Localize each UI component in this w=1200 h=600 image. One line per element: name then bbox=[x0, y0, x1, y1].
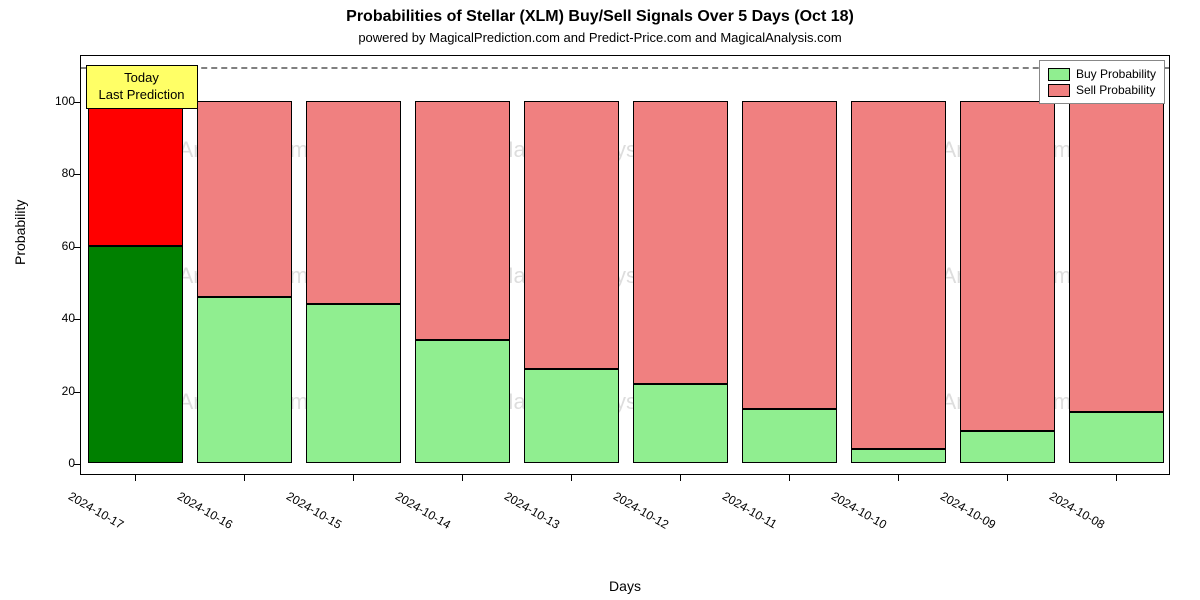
bar-buy bbox=[1069, 412, 1165, 463]
bar-group bbox=[88, 101, 184, 463]
x-tick-mark bbox=[135, 475, 136, 481]
bar-buy bbox=[524, 369, 620, 463]
bar-sell bbox=[960, 101, 1056, 430]
bar-group bbox=[1069, 101, 1165, 463]
x-tick-label: 2024-10-17 bbox=[66, 489, 126, 532]
x-tick-label: 2024-10-10 bbox=[829, 489, 889, 532]
bar-group bbox=[633, 101, 729, 463]
legend-label-sell: Sell Probability bbox=[1076, 83, 1155, 97]
bar-sell bbox=[633, 101, 729, 383]
x-tick-mark bbox=[571, 475, 572, 481]
chart-container: Probabilities of Stellar (XLM) Buy/Sell … bbox=[0, 0, 1200, 600]
x-tick-mark bbox=[1116, 475, 1117, 481]
bar-buy bbox=[197, 297, 293, 464]
chart-subtitle: powered by MagicalPrediction.com and Pre… bbox=[0, 30, 1200, 45]
x-tick-mark bbox=[353, 475, 354, 481]
bar-buy bbox=[851, 449, 947, 463]
bar-group bbox=[960, 101, 1056, 463]
bar-sell bbox=[197, 101, 293, 297]
bar-buy bbox=[415, 340, 511, 463]
bar-buy bbox=[742, 409, 838, 463]
x-tick-label: 2024-10-14 bbox=[393, 489, 453, 532]
y-tick-label: 20 bbox=[40, 384, 75, 398]
y-tick-label: 100 bbox=[40, 94, 75, 108]
x-tick-mark bbox=[1007, 475, 1008, 481]
x-tick-label: 2024-10-09 bbox=[938, 489, 998, 532]
bar-sell bbox=[524, 101, 620, 369]
x-tick-mark bbox=[244, 475, 245, 481]
y-tick-label: 40 bbox=[40, 311, 75, 325]
bar-group bbox=[197, 101, 293, 463]
today-line2: Last Prediction bbox=[99, 87, 185, 104]
legend: Buy Probability Sell Probability bbox=[1039, 60, 1165, 104]
bar-sell bbox=[88, 101, 184, 246]
y-tick-label: 0 bbox=[40, 456, 75, 470]
legend-item-buy: Buy Probability bbox=[1048, 67, 1156, 81]
x-tick-label: 2024-10-13 bbox=[502, 489, 562, 532]
bar-group bbox=[306, 101, 402, 463]
bar-sell bbox=[742, 101, 838, 409]
chart-title: Probabilities of Stellar (XLM) Buy/Sell … bbox=[0, 8, 1200, 26]
bar-buy bbox=[633, 384, 729, 464]
reference-hline bbox=[81, 67, 1169, 69]
x-tick-mark bbox=[462, 475, 463, 481]
legend-swatch-sell bbox=[1048, 84, 1070, 97]
plot-area: Today Last Prediction Buy Probability Se… bbox=[80, 55, 1170, 475]
legend-label-buy: Buy Probability bbox=[1076, 67, 1156, 81]
bar-sell bbox=[306, 101, 402, 304]
bar-group bbox=[524, 101, 620, 463]
bar-buy bbox=[960, 431, 1056, 464]
today-line1: Today bbox=[99, 70, 185, 87]
bar-group bbox=[851, 101, 947, 463]
legend-item-sell: Sell Probability bbox=[1048, 83, 1156, 97]
today-annotation: Today Last Prediction bbox=[86, 65, 198, 109]
bar-buy bbox=[306, 304, 402, 463]
x-tick-label: 2024-10-15 bbox=[284, 489, 344, 532]
bar-group bbox=[742, 101, 838, 463]
bar-buy bbox=[88, 246, 184, 463]
x-tick-label: 2024-10-11 bbox=[720, 489, 779, 531]
x-tick-mark bbox=[789, 475, 790, 481]
bar-sell bbox=[851, 101, 947, 449]
bar-group bbox=[415, 101, 511, 463]
y-tick-label: 60 bbox=[40, 239, 75, 253]
x-tick-label: 2024-10-12 bbox=[611, 489, 671, 532]
x-axis-label: Days bbox=[80, 578, 1170, 594]
x-tick-label: 2024-10-08 bbox=[1047, 489, 1107, 532]
bar-sell bbox=[1069, 101, 1165, 412]
y-axis-label: Probability bbox=[12, 200, 28, 265]
bar-sell bbox=[415, 101, 511, 340]
x-tick-label: 2024-10-16 bbox=[175, 489, 235, 532]
x-tick-mark bbox=[898, 475, 899, 481]
legend-swatch-buy bbox=[1048, 68, 1070, 81]
y-tick-label: 80 bbox=[40, 166, 75, 180]
x-tick-mark bbox=[680, 475, 681, 481]
